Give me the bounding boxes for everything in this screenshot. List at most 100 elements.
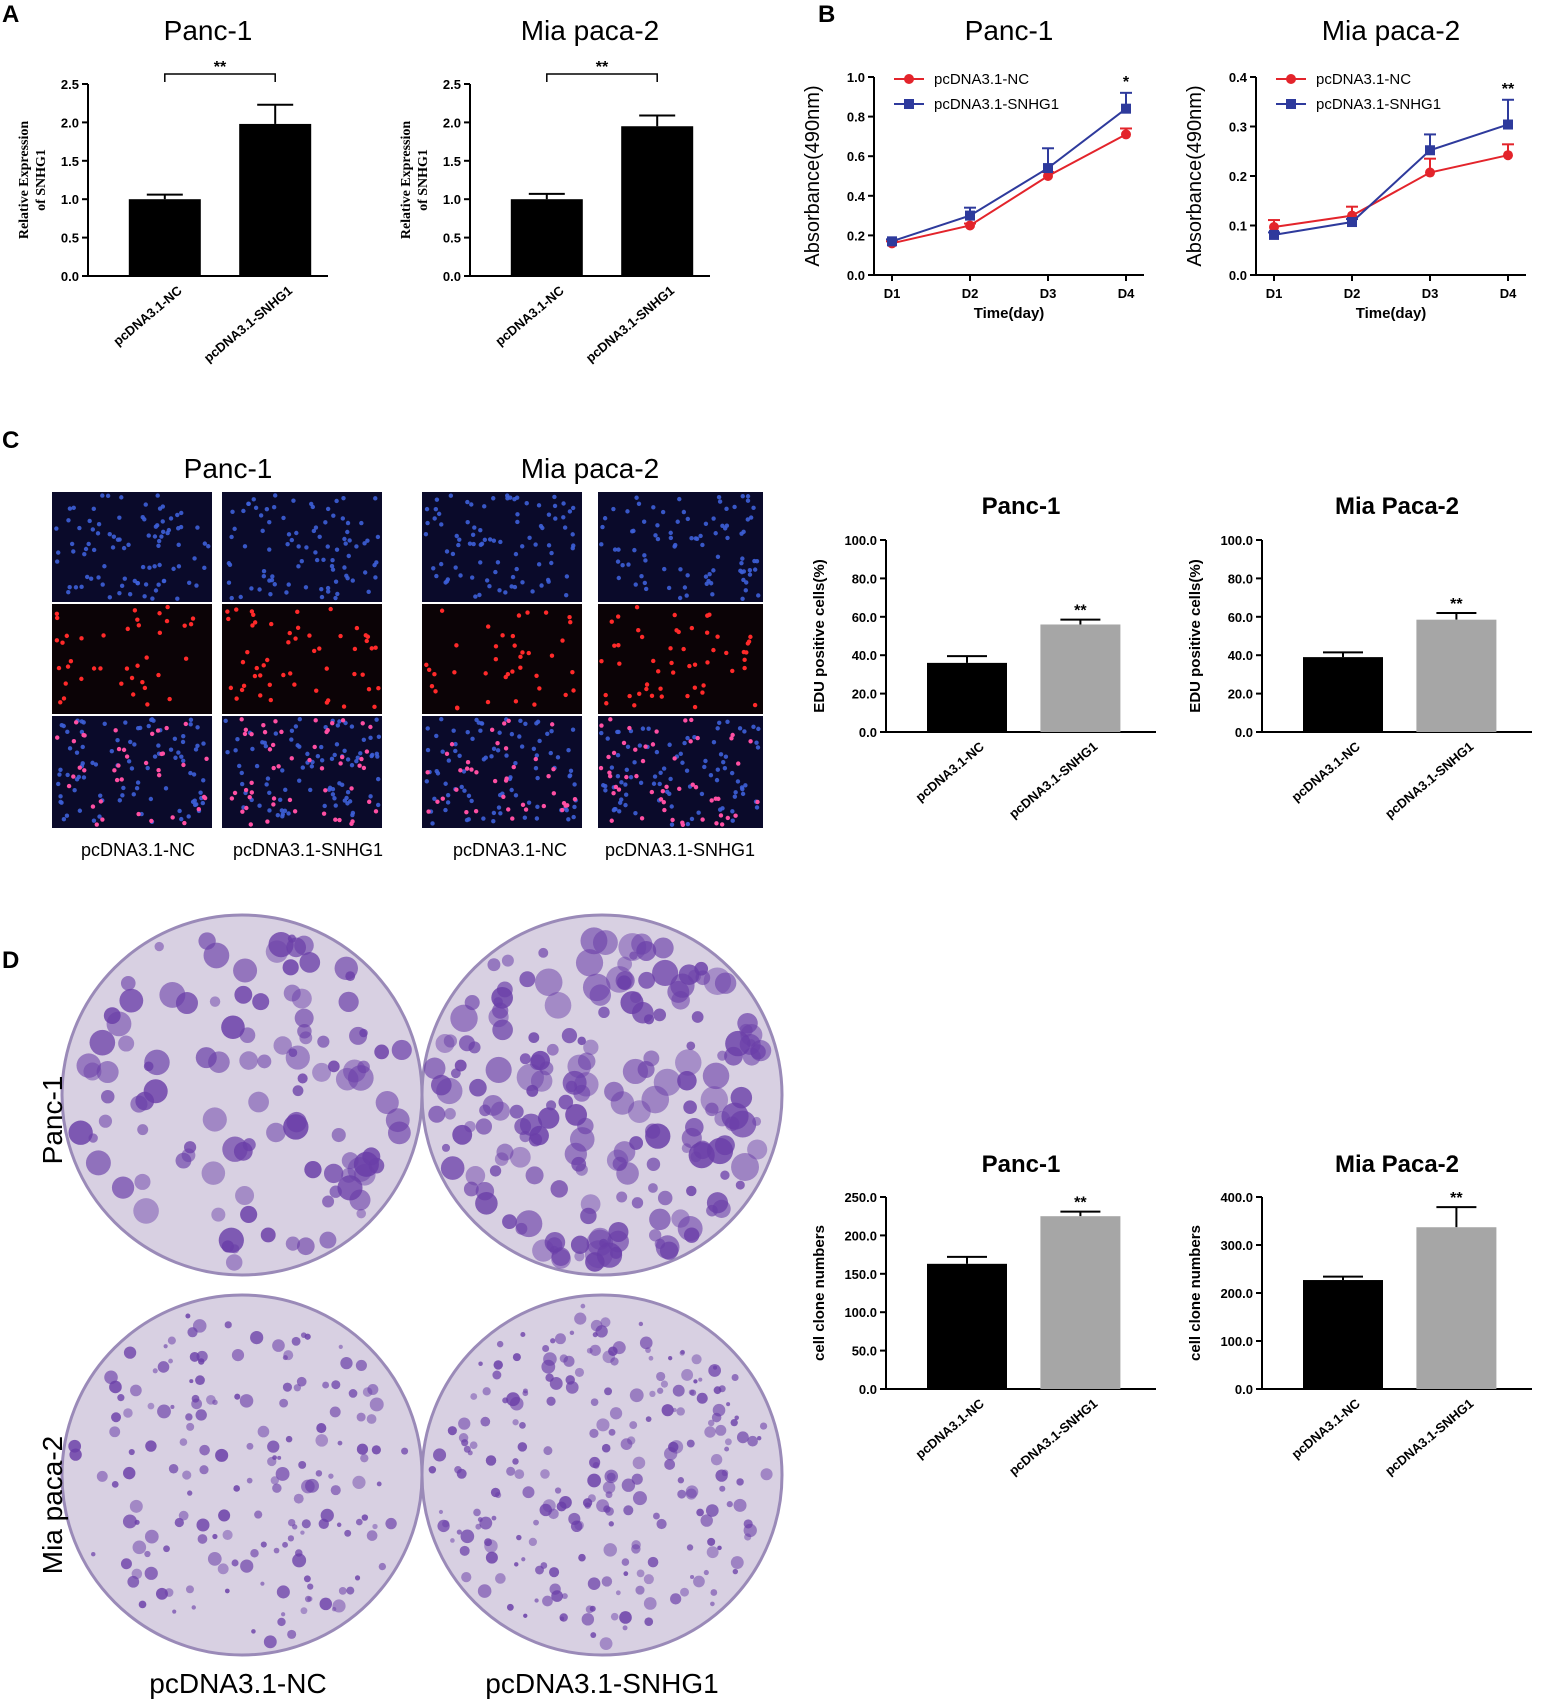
nucleus — [637, 743, 643, 748]
nucleus — [319, 594, 325, 600]
nucleus — [157, 562, 162, 568]
colony — [260, 1541, 267, 1548]
nucleus — [67, 746, 73, 751]
colony — [550, 1180, 568, 1198]
nucleus — [509, 731, 515, 737]
edu-nucleus — [709, 798, 714, 803]
nucleus — [334, 742, 340, 747]
colony — [120, 1558, 132, 1570]
nucleus — [739, 531, 744, 536]
edu-nucleus — [670, 670, 676, 675]
colony — [691, 1354, 702, 1365]
edu-nucleus — [340, 754, 345, 760]
nucleus — [91, 818, 97, 823]
nucleus — [179, 510, 184, 516]
nucleus — [311, 528, 317, 534]
nucleus — [711, 739, 717, 745]
x-tick-label: D4 — [1118, 286, 1135, 301]
nucleus — [368, 735, 373, 741]
colony — [320, 1508, 334, 1523]
colony — [600, 1317, 611, 1328]
chart-title: Panc-1 — [965, 15, 1054, 46]
nucleus — [349, 724, 355, 729]
edu-nucleus — [244, 805, 249, 811]
edu-nucleus — [240, 809, 245, 814]
colony-plate-1 — [60, 913, 424, 1277]
nucleus — [491, 496, 496, 501]
nucleus — [82, 551, 87, 557]
edu-nucleus — [693, 784, 699, 790]
nucleus — [122, 576, 127, 581]
nucleus — [696, 810, 701, 815]
colony — [195, 1409, 207, 1421]
edu-nucleus — [341, 704, 347, 709]
edu-nucleus — [560, 638, 565, 643]
edu-nucleus — [91, 666, 97, 671]
edu-nucleus — [248, 822, 254, 827]
colony — [76, 1053, 101, 1078]
nucleus — [439, 522, 444, 527]
nucleus — [229, 595, 234, 601]
colony — [601, 1443, 611, 1453]
colony — [696, 1392, 708, 1404]
nucleus — [345, 790, 351, 795]
nucleus — [615, 559, 621, 564]
nucleus — [453, 748, 458, 754]
edu-nucleus — [677, 786, 682, 792]
nucleus — [250, 746, 255, 752]
colony — [668, 1356, 673, 1361]
colony — [570, 1520, 583, 1533]
colony — [623, 1505, 634, 1516]
nucleus — [477, 592, 482, 598]
y-tick-label: 60.0 — [852, 610, 877, 625]
nucleus — [653, 533, 658, 538]
nucleus — [93, 762, 99, 767]
panel-label-b: B — [818, 1, 835, 28]
nucleus — [723, 754, 729, 759]
colony — [145, 1440, 157, 1452]
nucleus — [567, 509, 573, 514]
colony — [609, 1407, 623, 1420]
edu-nucleus — [568, 619, 573, 625]
colony — [713, 1365, 718, 1370]
nucleus — [572, 782, 577, 787]
nucleus — [527, 535, 532, 540]
colony — [574, 1251, 585, 1262]
colony — [622, 1058, 649, 1085]
nucleus — [325, 544, 330, 549]
colony — [277, 1455, 282, 1460]
colony — [645, 1416, 652, 1422]
colony — [514, 1469, 525, 1479]
edu-nucleus — [617, 661, 622, 666]
nucleus — [237, 763, 242, 769]
colony — [270, 1476, 279, 1485]
colony — [685, 1485, 699, 1498]
edu-nucleus — [140, 679, 145, 685]
nucleus — [638, 780, 644, 786]
colony — [534, 968, 563, 997]
edu-nucleus — [252, 620, 258, 625]
colony — [277, 1617, 286, 1627]
nucleus — [261, 574, 267, 579]
colony — [643, 1574, 654, 1585]
colony — [705, 1102, 719, 1117]
colony — [608, 1346, 618, 1357]
edu-nucleus — [660, 789, 666, 794]
colony — [144, 1529, 159, 1544]
edu-nucleus — [561, 800, 567, 806]
edu-nucleus — [338, 761, 343, 766]
nucleus — [515, 519, 520, 525]
nucleus — [570, 505, 576, 511]
nucleus — [754, 559, 760, 564]
y-tick-label: 0.0 — [859, 1382, 877, 1397]
y-tick-label: 200.0 — [844, 1228, 877, 1243]
nucleus — [309, 764, 315, 769]
colony — [96, 1470, 108, 1482]
nucleus — [303, 585, 309, 590]
colony — [352, 1475, 366, 1489]
significance-label: ** — [214, 59, 227, 76]
nucleus — [146, 723, 151, 729]
colony — [293, 1384, 302, 1392]
